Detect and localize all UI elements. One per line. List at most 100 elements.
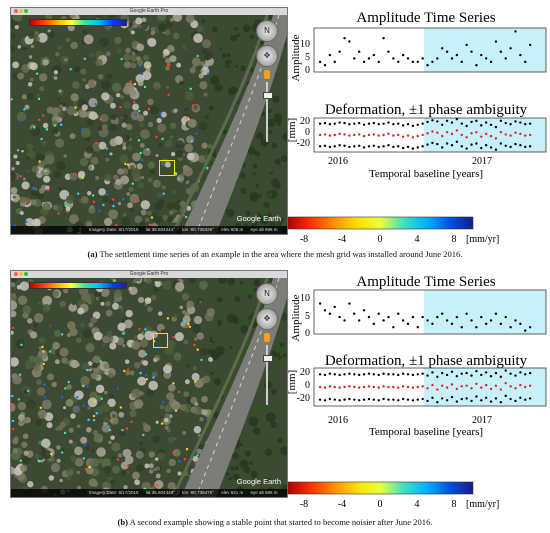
deformation-upper-ambiguity-point bbox=[504, 369, 507, 372]
window-controls-icon[interactable] bbox=[14, 9, 29, 16]
deformation-upper-ambiguity-point bbox=[484, 121, 488, 124]
look-joystick-icon[interactable]: ✥ bbox=[256, 308, 278, 330]
terrain-texture bbox=[12, 195, 16, 199]
terrain-texture bbox=[160, 111, 167, 118]
terrain-texture bbox=[129, 193, 140, 204]
deformation-upper-ambiguity-point bbox=[323, 121, 327, 125]
terrain-texture bbox=[11, 167, 15, 171]
terrain-texture bbox=[112, 465, 121, 474]
terrain-texture bbox=[79, 157, 89, 167]
amplitude-point bbox=[489, 319, 493, 322]
deformation-lower-ambiguity-point bbox=[436, 401, 439, 404]
terrain-texture bbox=[217, 31, 227, 42]
deformation-point bbox=[489, 134, 493, 138]
terrain-texture bbox=[129, 207, 134, 213]
deformation-lower-ambiguity-point bbox=[333, 145, 336, 148]
colorbar-gradient bbox=[287, 481, 474, 495]
ps-point bbox=[63, 431, 67, 435]
google-earth-window-a[interactable]: Google Earth Pro N ✥ Google Earth Imager… bbox=[10, 7, 288, 235]
terrain-texture bbox=[228, 347, 237, 357]
compass-icon[interactable]: N bbox=[256, 20, 278, 42]
ps-point bbox=[25, 220, 28, 224]
ps-point bbox=[35, 72, 39, 75]
window-controls-icon[interactable] bbox=[14, 272, 29, 279]
terrain-texture bbox=[234, 466, 239, 471]
terrain-texture bbox=[68, 439, 73, 444]
deformation-upper-ambiguity-point bbox=[318, 122, 322, 125]
deformation-upper-ambiguity-point bbox=[431, 119, 434, 122]
terrain-texture bbox=[274, 104, 278, 108]
amplitude-point bbox=[494, 312, 498, 315]
terrain-texture bbox=[70, 413, 76, 419]
ps-point bbox=[37, 97, 41, 101]
deformation-ytick: 20 bbox=[300, 367, 310, 378]
terrain-texture bbox=[225, 472, 230, 476]
selected-point-marker bbox=[159, 160, 175, 176]
terrain-texture bbox=[255, 183, 260, 188]
amplitude-point bbox=[348, 302, 351, 305]
ps-point bbox=[196, 454, 199, 457]
deformation-upper-ambiguity-point bbox=[441, 371, 444, 375]
satellite-map[interactable] bbox=[11, 278, 287, 497]
terrain-texture bbox=[38, 346, 42, 350]
terrain-texture bbox=[28, 355, 36, 362]
satellite-map[interactable] bbox=[11, 15, 287, 234]
amplitude-point bbox=[333, 60, 336, 64]
terrain-texture bbox=[17, 295, 28, 306]
terrain-texture bbox=[108, 209, 119, 220]
terrain-texture bbox=[155, 420, 159, 424]
zoom-slider[interactable] bbox=[263, 345, 273, 405]
navigation-controls[interactable]: N ✥ bbox=[255, 20, 279, 142]
terrain-texture bbox=[270, 388, 278, 395]
ps-point bbox=[42, 350, 45, 353]
colorbar-tick: -8 bbox=[300, 499, 308, 510]
deformation-lower-ambiguity-point bbox=[475, 395, 478, 398]
deformation-upper-ambiguity-point bbox=[367, 372, 371, 375]
terrain-texture bbox=[268, 187, 273, 192]
terrain-texture bbox=[244, 450, 252, 457]
amplitude-point bbox=[465, 43, 468, 47]
terrain-texture bbox=[282, 132, 287, 142]
terrain-texture bbox=[82, 78, 86, 82]
terrain-texture bbox=[210, 349, 221, 360]
terrain-texture bbox=[239, 39, 248, 48]
amplitude-point bbox=[519, 53, 522, 57]
terrain-texture bbox=[69, 327, 78, 337]
google-earth-window-b[interactable]: Google Earth Pro N ✥ Google Earth Imager… bbox=[10, 270, 288, 498]
zoom-slider[interactable] bbox=[263, 82, 273, 142]
deformation-lower-ambiguity-point bbox=[480, 146, 483, 150]
deformation-point bbox=[401, 135, 405, 138]
deformation-point bbox=[450, 383, 454, 386]
deformation-upper-ambiguity-point bbox=[475, 119, 478, 123]
terrain-texture bbox=[187, 278, 197, 284]
terrain-texture bbox=[72, 302, 76, 306]
terrain-texture bbox=[136, 114, 145, 122]
terrain-texture bbox=[50, 462, 61, 473]
street-view-pegman-icon[interactable] bbox=[264, 70, 270, 79]
terrain-texture bbox=[238, 283, 248, 293]
ps-point bbox=[40, 442, 44, 446]
deformation-point bbox=[318, 133, 322, 137]
amplitude-point bbox=[450, 322, 454, 326]
latitude-readout: lat 36.604348° bbox=[145, 490, 175, 495]
deformation-upper-ambiguity-point bbox=[338, 373, 341, 377]
terrain-texture bbox=[56, 445, 61, 451]
terrain-texture bbox=[173, 313, 178, 319]
look-joystick-icon[interactable]: ✥ bbox=[256, 45, 278, 67]
amplitude-ytick: 0 bbox=[305, 65, 310, 76]
terrain-texture bbox=[256, 163, 262, 169]
terrain-texture bbox=[59, 478, 63, 483]
terrain-texture bbox=[122, 213, 127, 217]
terrain-texture bbox=[83, 34, 94, 45]
ps-point bbox=[150, 216, 154, 219]
deformation-upper-ambiguity-point bbox=[362, 373, 366, 376]
deformation-point bbox=[411, 386, 415, 389]
terrain-texture bbox=[38, 187, 45, 194]
navigation-controls[interactable]: N ✥ bbox=[255, 283, 279, 405]
amplitude-point bbox=[392, 326, 395, 329]
compass-icon[interactable]: N bbox=[256, 283, 278, 305]
caption-tag: (b) bbox=[117, 517, 128, 527]
street-view-pegman-icon[interactable] bbox=[264, 333, 270, 342]
terrain-texture bbox=[154, 479, 164, 489]
terrain-texture bbox=[155, 473, 161, 479]
